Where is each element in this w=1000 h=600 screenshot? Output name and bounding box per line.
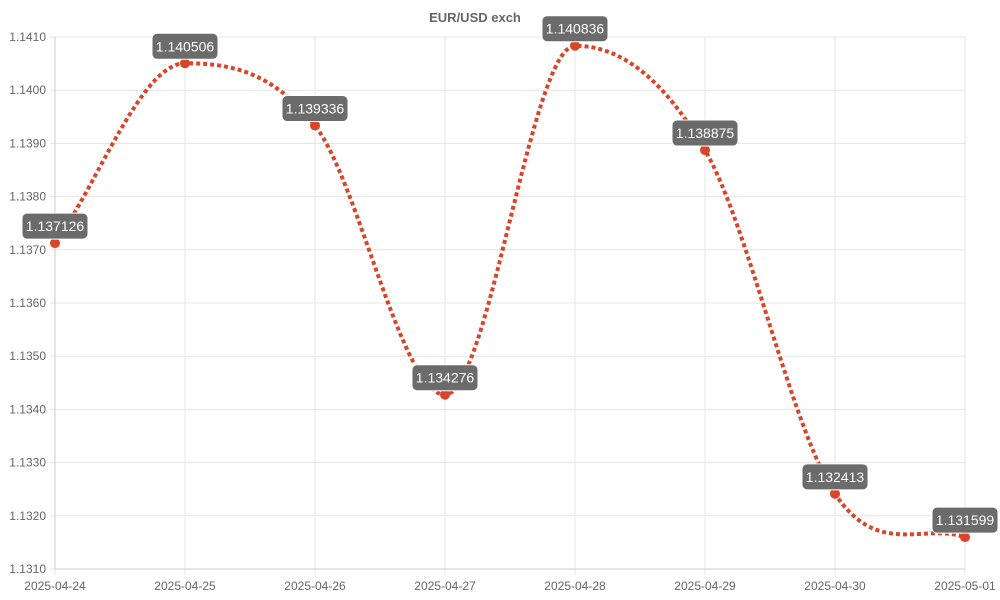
data-label: 1.132413	[806, 469, 865, 485]
x-tick-label: 2025-04-26	[284, 579, 346, 593]
y-tick-label: 1.1400	[9, 83, 46, 97]
data-label: 1.131599	[936, 512, 995, 528]
series	[53, 43, 966, 540]
data-point[interactable]	[960, 532, 970, 543]
chart-title: EUR/USD exch	[429, 10, 521, 25]
grid	[50, 36, 966, 575]
data-label: 1.138875	[676, 125, 735, 141]
data-label: 1.140836	[546, 21, 605, 37]
x-tick-label: 2025-04-28	[544, 579, 606, 593]
y-tick-label: 1.1360	[9, 296, 46, 310]
data-label-box	[411, 364, 479, 392]
y-tick-label: 1.1350	[9, 349, 46, 363]
data-point[interactable]	[830, 488, 840, 499]
data-point[interactable]	[180, 58, 190, 69]
y-tick-label: 1.1340	[9, 402, 46, 416]
data-label-box	[281, 95, 349, 123]
data-labels: 1.137126 1.140506 1.139336 1.134276 1.140836…	[21, 15, 999, 534]
data-point[interactable]	[50, 238, 60, 249]
y-axis: 1.1410 1.1400 1.1390 1.1380 1.1370 1.1360 1.13…	[9, 30, 56, 576]
series-line	[53, 43, 966, 540]
x-tick-label: 2025-04-29	[674, 579, 736, 593]
x-tick-label: 2025-04-27	[414, 579, 476, 593]
data-label: 1.137126	[26, 218, 85, 234]
data-label-box	[21, 212, 89, 240]
data-label-box	[541, 15, 609, 43]
x-axis: 2025-04-24 2025-04-25 2025-04-26 2025-04-27…	[24, 568, 996, 593]
data-label-box	[151, 32, 219, 60]
y-tick-label: 1.1310	[9, 562, 46, 576]
data-point[interactable]	[700, 145, 710, 156]
data-point[interactable]	[570, 40, 580, 51]
y-tick-label: 1.1370	[9, 243, 46, 257]
data-label-box	[671, 119, 739, 147]
y-tick-label: 1.1320	[9, 509, 46, 523]
data-points	[50, 40, 970, 543]
y-tick-label: 1.1410	[9, 30, 46, 44]
data-label: 1.134276	[416, 370, 475, 386]
data-label-box	[801, 463, 869, 491]
x-tick-label: 2025-04-25	[154, 579, 216, 593]
y-tick-label: 1.1390	[9, 136, 46, 150]
data-label-box	[931, 506, 999, 534]
x-tick-label: 2025-04-24	[24, 579, 86, 593]
x-tick-label: 2025-04-30	[804, 579, 866, 593]
data-label: 1.140506	[156, 38, 215, 54]
data-point[interactable]	[310, 120, 320, 131]
x-tick-label: 2025-05-01	[934, 579, 996, 593]
data-label: 1.139336	[286, 101, 345, 117]
data-point[interactable]	[440, 389, 450, 400]
y-tick-label: 1.1380	[9, 190, 46, 204]
y-tick-label: 1.1330	[9, 456, 46, 470]
